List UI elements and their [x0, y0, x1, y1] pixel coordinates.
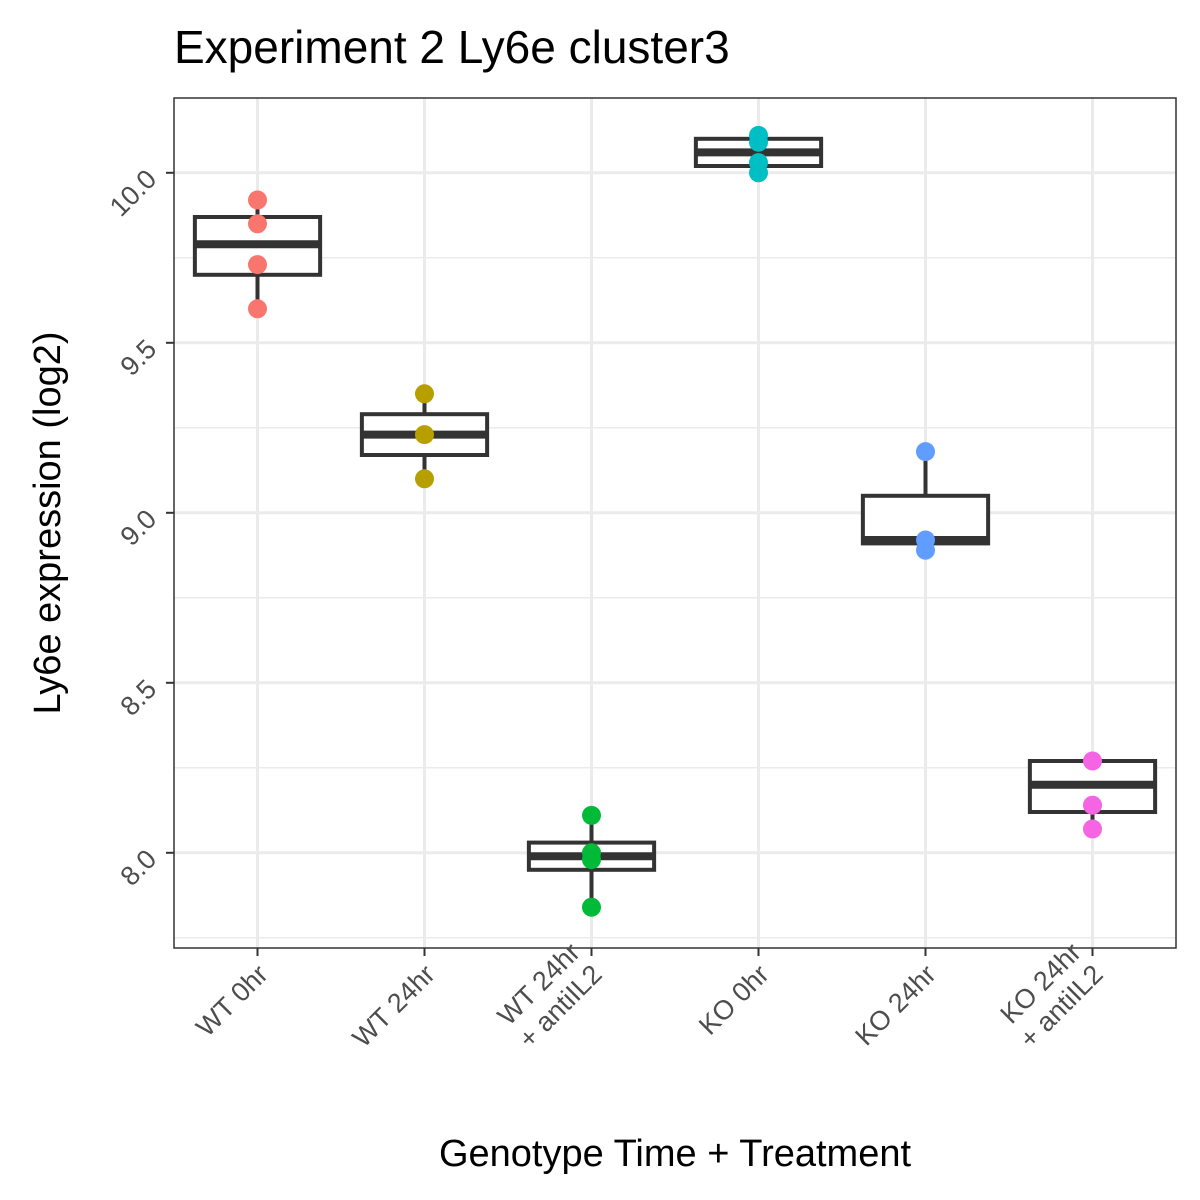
x-axis-title: Genotype Time + Treatment [439, 1133, 912, 1175]
boxes [192, 135, 1158, 908]
data-point [1083, 795, 1102, 815]
y-tick-label: 10.0 [104, 164, 162, 222]
points [248, 125, 1102, 917]
y-tick-label: 8.5 [114, 674, 162, 722]
x-tick-label: WT 24hr [347, 959, 441, 1053]
chart-title: Experiment 2 Ly6e cluster3 [174, 21, 730, 73]
y-tick-label: 9.0 [114, 504, 162, 552]
x-tick-label: KO 0hr [693, 959, 775, 1041]
y-tick-label: 9.5 [114, 334, 162, 382]
y-axis-title: Ly6e expression (log2) [27, 331, 69, 714]
y-axis-ticks: 8.0 8.5 9.0 9.5 10.0 [104, 164, 174, 892]
y-tick-label: 8.0 [114, 844, 162, 892]
data-point [415, 469, 434, 489]
data-point [1083, 751, 1102, 771]
data-point [749, 163, 768, 183]
x-tick-label: WT 24hr+ antiIL2 [491, 937, 608, 1054]
data-point [916, 442, 935, 462]
grid-minor [174, 257, 1176, 939]
plot-background [174, 98, 1176, 948]
data-point [582, 897, 601, 917]
data-point [582, 805, 601, 825]
data-point [248, 214, 267, 234]
data-point [248, 299, 267, 319]
x-axis-ticks: WT 0hr WT 24hr WT 24hr+ antiIL2 KO 0hr KO 24… [190, 937, 1108, 1054]
x-tick-label: KO 24hr [849, 959, 941, 1051]
plot-border [173, 97, 1177, 949]
data-point [916, 540, 935, 560]
data-point [248, 190, 267, 210]
x-tick-label-line: KO 24hr [849, 959, 941, 1051]
data-point [1083, 819, 1102, 839]
data-point [582, 850, 601, 870]
x-tick-label-line: KO 0hr [693, 959, 775, 1041]
data-point [415, 384, 434, 404]
x-tick-label-line: WT 24hr [347, 959, 441, 1053]
x-tick-label: WT 0hr [190, 959, 273, 1042]
data-point [415, 425, 434, 445]
x-tick-label: KO 24hr+ antiIL2 [992, 937, 1109, 1054]
data-point [749, 132, 768, 152]
data-point [248, 255, 267, 275]
x-tick-label-line: WT 0hr [190, 959, 273, 1042]
